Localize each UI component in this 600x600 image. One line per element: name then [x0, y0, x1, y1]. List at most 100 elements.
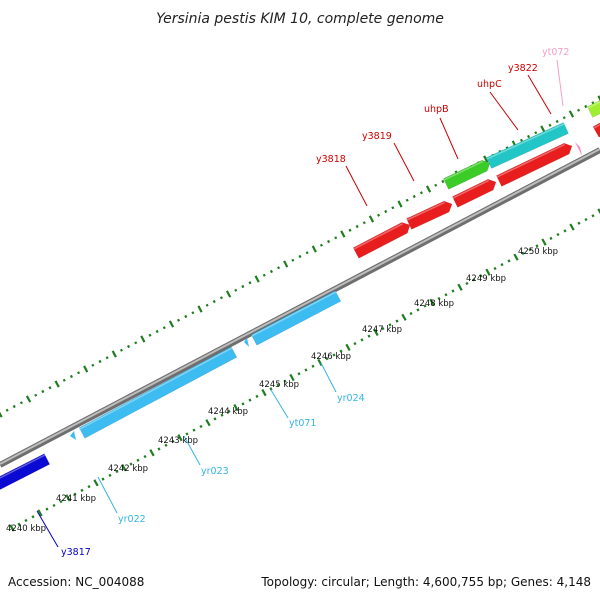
- tick-mark: [149, 449, 155, 457]
- tick-mark: [73, 492, 77, 496]
- tick-mark: [353, 342, 357, 346]
- tick-mark: [527, 134, 531, 139]
- tick-mark: [219, 296, 223, 300]
- feature-small-skyblue-1: [70, 431, 76, 440]
- tick-mark: [134, 341, 138, 345]
- tick-mark: [205, 303, 209, 307]
- tick-mark: [457, 283, 463, 291]
- tick-mark: [548, 123, 552, 127]
- tick-mark: [437, 296, 441, 301]
- tick-mark: [373, 328, 379, 337]
- gene-label-yt071[interactable]: yt071: [289, 418, 316, 429]
- leader-yt071: [270, 389, 289, 419]
- tick-mark: [305, 251, 309, 255]
- feature-yr024-highlight: [251, 291, 337, 337]
- scale-label: 4240 kbp: [6, 524, 46, 534]
- tick-mark: [115, 469, 119, 474]
- leader-yt072: [556, 59, 564, 107]
- tick-mark: [80, 488, 84, 492]
- tick-mark: [91, 363, 95, 367]
- tick-mark: [483, 155, 489, 163]
- tick-mark: [362, 221, 366, 225]
- genome-backbone: [0, 147, 600, 468]
- tick-mark: [225, 290, 232, 298]
- tick-mark: [521, 251, 525, 255]
- gene-label-y3818[interactable]: y3818: [316, 154, 346, 165]
- tick-mark: [429, 298, 435, 306]
- tick-mark: [304, 368, 308, 372]
- tick-mark: [355, 224, 359, 229]
- scale-label: 4244 kbp: [208, 407, 248, 417]
- feature-yr023-highlight: [79, 347, 233, 430]
- tick-mark: [381, 327, 385, 331]
- gene-label-uhpC[interactable]: uhpC: [477, 79, 502, 90]
- tick-mark: [48, 386, 52, 390]
- feature-lime: [586, 100, 600, 118]
- tick-mark: [513, 253, 519, 261]
- tick-mark: [205, 419, 211, 427]
- feature-uhpB: [442, 159, 491, 190]
- tick-mark: [444, 293, 448, 297]
- tick-mark: [397, 200, 403, 208]
- tick-mark: [213, 417, 217, 421]
- genome-title: Yersinia pestis KIM 10, complete genome: [156, 11, 444, 27]
- tick-mark: [562, 116, 566, 120]
- tick-mark: [5, 408, 9, 412]
- tick-mark: [345, 343, 351, 352]
- tick-mark: [405, 198, 409, 202]
- tick-mark: [556, 232, 560, 237]
- tick-mark: [261, 388, 267, 397]
- gene-label-yt072[interactable]: yt072: [542, 47, 569, 58]
- tick-mark: [157, 447, 161, 451]
- gene-label-yr022[interactable]: yr022: [118, 514, 146, 525]
- tick-mark: [234, 288, 238, 292]
- feature-uhpB-highlight: [443, 160, 483, 181]
- gene-label-uhpB[interactable]: uhpB: [424, 104, 449, 115]
- feature-lime-highlight: [587, 101, 600, 109]
- tick-mark: [62, 378, 66, 382]
- tick-mark: [101, 477, 105, 481]
- tick-mark: [485, 268, 491, 276]
- tick-mark: [395, 319, 399, 323]
- feature-yt072: [575, 142, 582, 156]
- tick-mark: [325, 357, 329, 361]
- tick-mark: [168, 320, 175, 328]
- tick-mark: [528, 248, 532, 252]
- tick-mark: [541, 238, 547, 246]
- feature-y3820-highlight: [452, 179, 489, 199]
- gene-label-y3819[interactable]: y3819: [362, 131, 392, 142]
- feature-y3818-highlight: [353, 223, 403, 250]
- tick-mark: [388, 323, 392, 327]
- tick-mark: [148, 333, 152, 337]
- gene-label-yr024[interactable]: yr024: [337, 393, 365, 404]
- tick-mark: [441, 179, 445, 184]
- tick-mark: [111, 350, 117, 358]
- gene-label-yr023[interactable]: yr023: [201, 466, 229, 477]
- tick-mark: [311, 245, 317, 253]
- feature-uhpC-highlight: [486, 123, 565, 160]
- feature-y3822-highlight: [496, 143, 565, 178]
- tick-mark: [276, 383, 280, 387]
- gene-label-y3817[interactable]: y3817: [61, 547, 91, 558]
- tick-mark: [540, 125, 546, 133]
- tick-mark: [563, 229, 567, 233]
- tick-mark: [591, 214, 595, 218]
- leader-yr024: [320, 362, 337, 393]
- scale-labels: 4240 kbp 4241 kbp 4242 kbp 4243 kbp 4244 kbp…: [6, 247, 558, 534]
- tick-mark: [254, 275, 260, 283]
- scale-label: 4241 kbp: [56, 494, 96, 504]
- scale-label: 4248 kbp: [414, 299, 454, 309]
- gene-label-y3822[interactable]: y3822: [508, 63, 538, 74]
- tick-mark: [360, 338, 364, 342]
- tick-mark: [197, 305, 203, 313]
- tick-mark: [143, 454, 147, 459]
- scale-label: 4245 kbp: [259, 380, 299, 390]
- feature-y3822: [495, 142, 573, 187]
- feature-y3819-highlight: [406, 201, 446, 221]
- tick-mark: [291, 258, 295, 262]
- tick-mark: [87, 485, 91, 489]
- tick-mark: [465, 281, 469, 286]
- tick-mark: [535, 244, 539, 248]
- tick-mark: [9, 524, 15, 532]
